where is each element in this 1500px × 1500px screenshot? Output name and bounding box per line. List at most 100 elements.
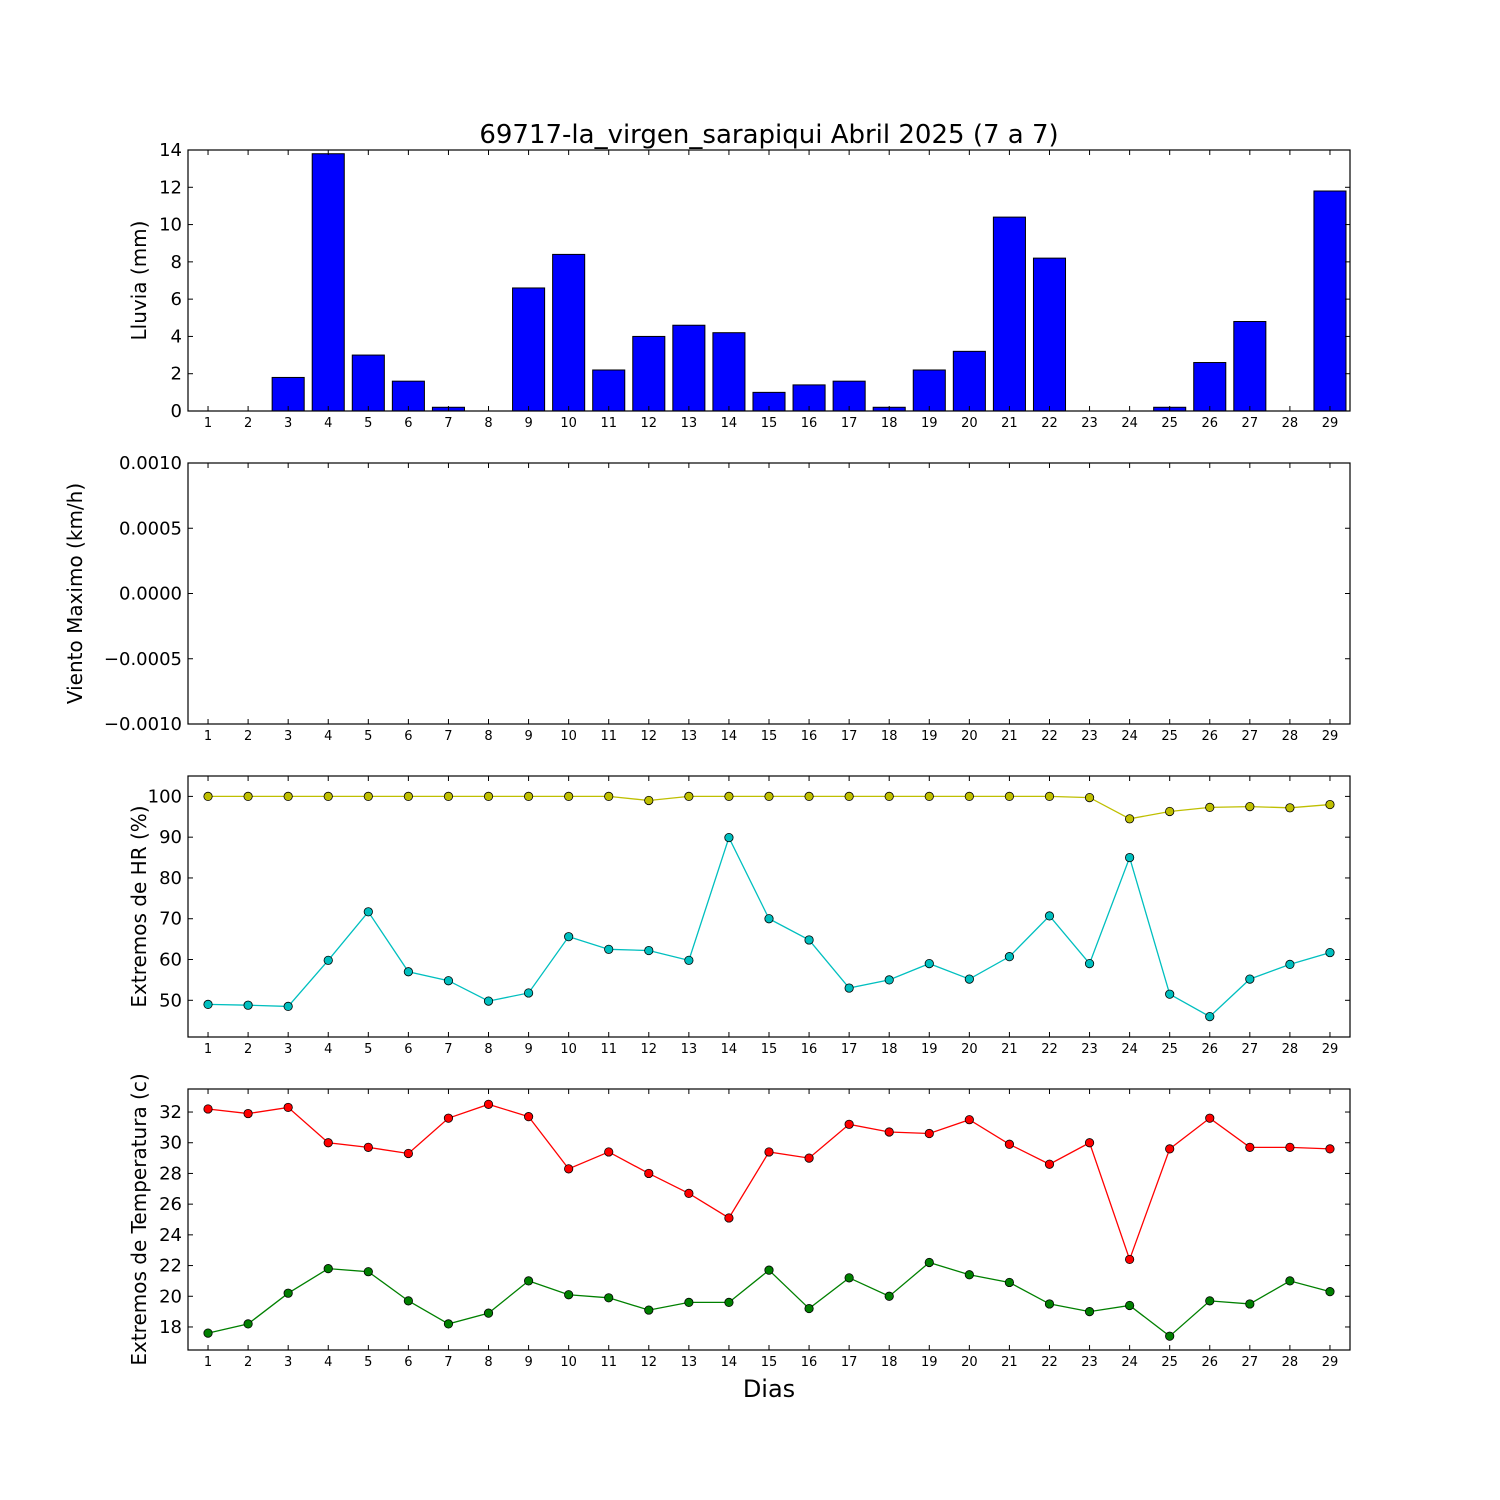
x-tick-label: 17: [841, 1042, 858, 1057]
bar: [1193, 362, 1227, 412]
x-tick-label: 5: [364, 1355, 372, 1370]
x-tick-label: 3: [284, 416, 292, 431]
data-point: [884, 975, 894, 985]
data-point: [1125, 1254, 1135, 1265]
data-point: [764, 1147, 774, 1157]
x-tick-label: 29: [1322, 1042, 1339, 1057]
x-tick-label: 10: [560, 416, 577, 431]
x-axis-label: Dias: [743, 1375, 795, 1403]
y-tick-label: 60: [159, 950, 182, 971]
y-tick-label: 80: [159, 868, 182, 889]
x-tick-label: 16: [801, 1355, 818, 1370]
x-tick-label: 28: [1282, 1042, 1299, 1057]
x-tick-label: 28: [1282, 1355, 1299, 1370]
data-point: [1165, 1331, 1175, 1341]
data-point: [804, 791, 814, 801]
x-tick-label: 5: [364, 416, 372, 431]
x-tick-label: 13: [681, 729, 698, 744]
data-point: [964, 1270, 974, 1280]
x-tick-label: 2: [244, 729, 252, 744]
x-tick-label: 4: [324, 1042, 332, 1057]
data-point: [884, 1127, 894, 1137]
x-tick-label: 7: [444, 416, 452, 431]
y-tick-label: −0.0005: [104, 649, 182, 670]
data-point: [964, 974, 974, 984]
data-point: [1165, 806, 1175, 817]
data-point: [724, 791, 734, 801]
data-point: [644, 795, 654, 806]
data-point: [1205, 1012, 1215, 1022]
x-tick-label: 25: [1161, 729, 1178, 744]
x-tick-label: 28: [1282, 729, 1299, 744]
x-tick-label: 22: [1041, 1042, 1058, 1057]
x-tick-label: 14: [721, 729, 738, 744]
bar: [672, 324, 706, 412]
bar: [712, 332, 746, 412]
data-point: [363, 1267, 373, 1277]
data-point: [604, 791, 614, 801]
data-point: [203, 791, 213, 801]
x-tick-label: 27: [1242, 416, 1259, 431]
data-point: [684, 791, 694, 801]
data-point: [443, 976, 454, 986]
x-tick-label: 29: [1322, 416, 1339, 431]
x-tick-label: 27: [1242, 1042, 1259, 1057]
data-point: [363, 907, 373, 917]
data-point: [1245, 801, 1255, 812]
data-point: [604, 1147, 614, 1157]
x-tick-label: 12: [641, 416, 658, 431]
x-tick-label: 13: [681, 416, 698, 431]
data-point: [243, 1000, 253, 1010]
data-point: [1325, 1287, 1335, 1297]
y-tick-label: 50: [159, 990, 182, 1011]
data-point: [844, 1119, 854, 1129]
data-point: [1125, 852, 1135, 863]
data-point: [604, 1293, 614, 1303]
data-point: [924, 1257, 934, 1268]
y-tick-label: 90: [159, 827, 182, 848]
bar: [351, 354, 385, 412]
data-point: [323, 1264, 333, 1274]
data-point: [684, 1297, 694, 1308]
y-tick-label: 0.0000: [119, 584, 182, 605]
data-point: [804, 1153, 814, 1163]
data-point: [1245, 1299, 1255, 1309]
data-point: [443, 791, 454, 801]
y-axis-label: Extremos de HR (%): [127, 805, 151, 1007]
data-point: [1004, 1277, 1015, 1288]
data-point: [1125, 814, 1135, 824]
data-point: [644, 945, 654, 956]
y-tick-label: 0.0005: [119, 518, 182, 539]
x-tick-label: 14: [721, 1355, 738, 1370]
x-tick-label: 11: [600, 1042, 617, 1057]
data-point: [924, 791, 934, 801]
data-point: [523, 988, 534, 998]
x-tick-label: 2: [244, 1355, 252, 1370]
x-tick-label: 17: [841, 1355, 858, 1370]
data-point: [564, 1164, 574, 1174]
data-point: [564, 1290, 574, 1300]
y-tick-label: 12: [159, 177, 182, 198]
x-tick-label: 16: [801, 729, 818, 744]
data-point: [363, 791, 373, 801]
data-point: [203, 1104, 213, 1114]
y-tick-label: 0: [171, 401, 182, 422]
x-tick-label: 5: [364, 1042, 372, 1057]
x-tick-label: 4: [324, 416, 332, 431]
data-point: [1325, 1144, 1335, 1154]
data-point: [1165, 989, 1175, 999]
x-tick-label: 2: [244, 1042, 252, 1057]
bar: [632, 335, 666, 412]
data-point: [844, 983, 854, 993]
x-tick-label: 19: [921, 416, 938, 431]
data-point: [884, 791, 894, 801]
x-tick-label: 16: [801, 1042, 818, 1057]
data-point: [764, 914, 774, 924]
x-tick-label: 20: [961, 1355, 978, 1370]
x-tick-label: 10: [560, 1042, 577, 1057]
bar: [552, 253, 586, 412]
y-tick-label: 18: [159, 1317, 182, 1338]
